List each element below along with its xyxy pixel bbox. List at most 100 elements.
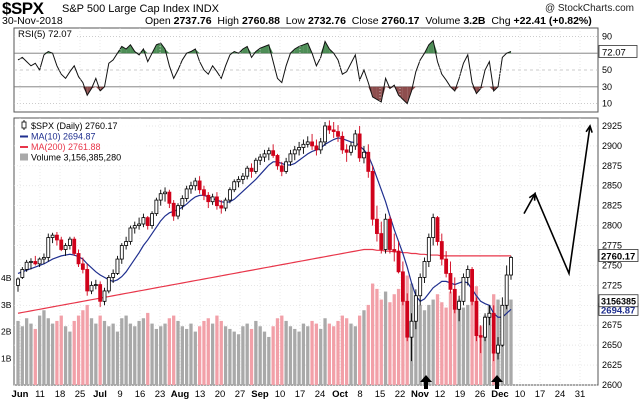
volume-bar [362, 310, 366, 385]
volume-bar [487, 304, 492, 385]
volume-bar [470, 288, 474, 385]
volume-bar [280, 315, 284, 385]
candle-body [478, 335, 483, 338]
x-axis-label: 10 [275, 389, 286, 400]
volume-bar [193, 331, 197, 385]
volume-bar [245, 323, 249, 385]
price-tick-label: 2850 [602, 181, 622, 191]
volume-tick-label: 1B [1, 353, 12, 363]
x-axis-label: 23 [155, 389, 166, 400]
volume-tick-label: 2B [1, 327, 12, 337]
volume-bar [189, 323, 193, 385]
candle-body [102, 290, 107, 302]
candle-body [50, 234, 55, 238]
volume-bar [340, 315, 344, 385]
rsi-overbought-fill [325, 41, 330, 54]
x-axis-label: 20 [215, 389, 226, 400]
ohlc-summary: Open 2737.76 High 2760.88 Low 2732.76 Cl… [145, 15, 592, 27]
candle-body [215, 196, 219, 207]
x-axis-label: 10 [515, 389, 526, 400]
candle-body [344, 149, 349, 153]
candle-body [72, 238, 77, 254]
candle-body [284, 161, 289, 172]
candle-body [245, 167, 250, 177]
legend-entry: $SPX (Daily) 2760.17 [31, 121, 118, 131]
candle-body [448, 273, 453, 290]
candle-body [470, 269, 474, 302]
volume-bar [232, 331, 236, 385]
candle-body [154, 199, 159, 215]
candle-body [232, 181, 237, 191]
candle-body [314, 145, 319, 151]
volume-bar [29, 323, 33, 385]
volume-tick-label: 4B [1, 273, 12, 283]
rsi-title: RSI(5) 72.07 [18, 29, 72, 40]
x-axis-label: 12 [435, 389, 446, 400]
volume-bar [55, 320, 59, 385]
volume-bar [422, 310, 427, 385]
volume-bar [63, 326, 68, 385]
candle-body [55, 234, 59, 241]
candle-body [461, 277, 466, 302]
volume-bar [448, 291, 453, 385]
volume-bar [72, 320, 76, 385]
candle-body [63, 245, 68, 250]
volume-bar [219, 320, 223, 385]
rsi-overbought-fill [320, 41, 326, 54]
legend-entry: MA(200) 2761.88 [31, 142, 101, 152]
volume-bar [176, 320, 180, 385]
volume-bar [349, 323, 353, 385]
volume-bar [509, 299, 513, 385]
x-axis-label: 13 [195, 389, 206, 400]
price-tick-label: 2650 [602, 340, 622, 350]
candle-body [193, 180, 198, 187]
volume-bar [418, 304, 422, 385]
volume-bar [375, 288, 379, 385]
price-tick-label: 2825 [602, 201, 622, 211]
candle-body [180, 198, 185, 207]
candle-body [387, 218, 392, 250]
candle-body [457, 300, 462, 310]
rsi-title-bg [16, 29, 76, 39]
volume-bar [206, 318, 210, 385]
x-axis-label: 24 [315, 389, 326, 400]
volume-bar [271, 326, 275, 385]
volume-bar [457, 299, 461, 385]
volume-bar [76, 315, 81, 385]
x-axis-label: 9 [117, 389, 122, 400]
candle-body [202, 189, 206, 196]
volume-bar [314, 323, 319, 385]
price-tick-label: 2625 [602, 360, 622, 370]
candle-body [305, 141, 310, 145]
x-axis-label: Jun [12, 389, 29, 400]
volume-bar [392, 294, 396, 385]
candle-body [331, 129, 336, 132]
candle-body [444, 258, 449, 274]
candle-body [219, 205, 224, 209]
price-tick-label: 2775 [602, 241, 622, 251]
volume-bar [137, 320, 141, 385]
volume-bar [68, 331, 72, 385]
x-axis-label: Oct [332, 389, 349, 400]
candle-body [176, 205, 180, 217]
x-axis-label: 15 [375, 389, 386, 400]
candle-body [258, 156, 263, 161]
candle-body [93, 284, 98, 286]
bottom-arrow-marker [420, 375, 432, 389]
volume-bar [288, 326, 293, 385]
index-name-text: S&P 500 Large Cap Index [62, 3, 190, 15]
volume-bar [25, 318, 29, 385]
candle-body [33, 261, 38, 265]
volume-bar [85, 304, 89, 385]
x-axis-label: 25 [75, 389, 86, 400]
candle-body [124, 241, 129, 246]
x-axis-label: 17 [535, 389, 546, 400]
x-axis-label: 24 [555, 389, 566, 400]
candle-body [370, 170, 375, 220]
candle-body [132, 225, 137, 229]
volume-bar [81, 310, 85, 385]
volume-bar [102, 320, 107, 385]
exchange-label: INDX [192, 3, 219, 15]
candle-body [275, 155, 280, 167]
candle-body [29, 261, 33, 263]
